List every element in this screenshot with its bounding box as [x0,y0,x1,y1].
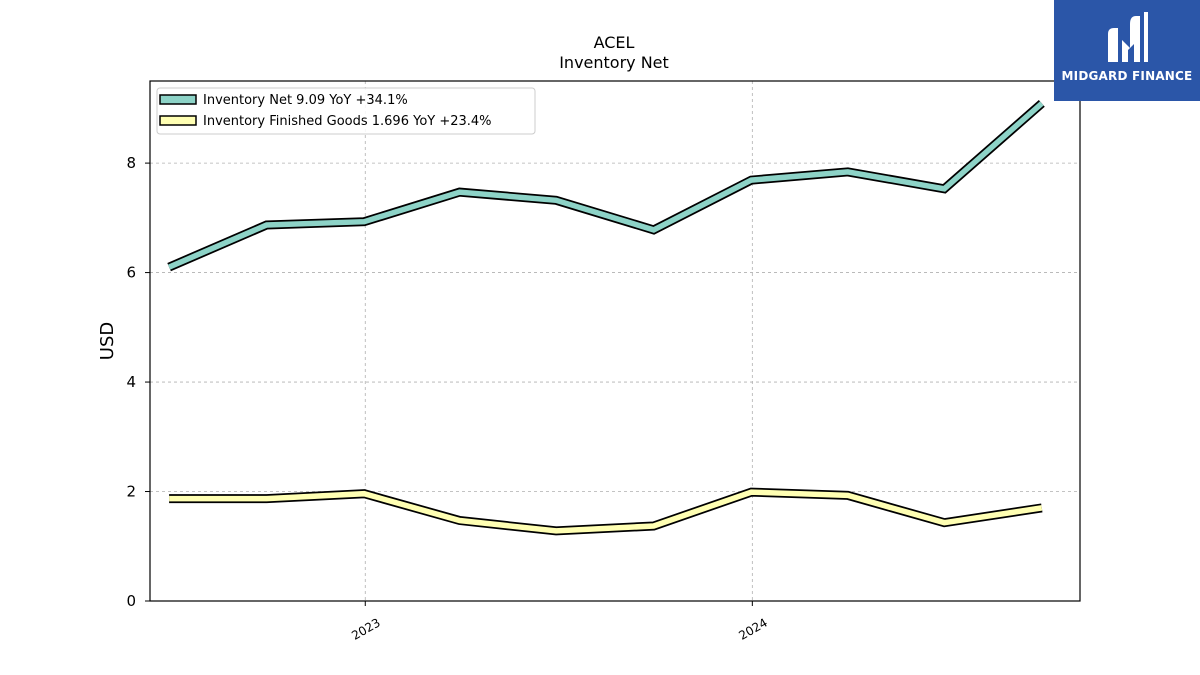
y-tick-label: 6 [126,264,136,282]
legend-swatch [159,94,197,105]
legend-box [156,87,536,135]
legend-swatch [159,115,197,126]
series-inventory-net [167,100,1045,272]
grid-lines [150,81,1080,601]
y-tick-label: 8 [126,154,136,172]
legend-label: Inventory Finished Goods 1.696 YoY +23.4… [203,114,492,129]
chart-subtitle: Inventory Net [559,53,669,72]
series-line [169,489,1043,534]
y-tick-label: 4 [126,373,136,391]
chart-title: ACEL [594,33,635,52]
series-inventory-finished-goods [169,487,1043,536]
x-tick-label: 2024 [736,615,769,642]
y-tick-label: 0 [126,592,136,610]
logo-text: MIDGARD FINANCE [1061,69,1193,83]
y-tick-label: 2 [126,483,136,501]
midgard-logo-icon [1108,12,1148,62]
axes: 0 2 4 6 8 2023 2024 [126,154,769,643]
plot-frame [149,80,1081,602]
y-axis-label: USD [97,322,118,360]
legend: Inventory Net 9.09 YoY +34.1% Inventory F… [156,87,536,135]
legend-label: Inventory Net 9.09 YoY +34.1% [203,93,408,108]
x-tick-label: 2023 [349,615,382,642]
series-lines [167,100,1045,536]
series-line [168,101,1044,270]
brand-logo: MIDGARD FINANCE [1054,0,1200,101]
